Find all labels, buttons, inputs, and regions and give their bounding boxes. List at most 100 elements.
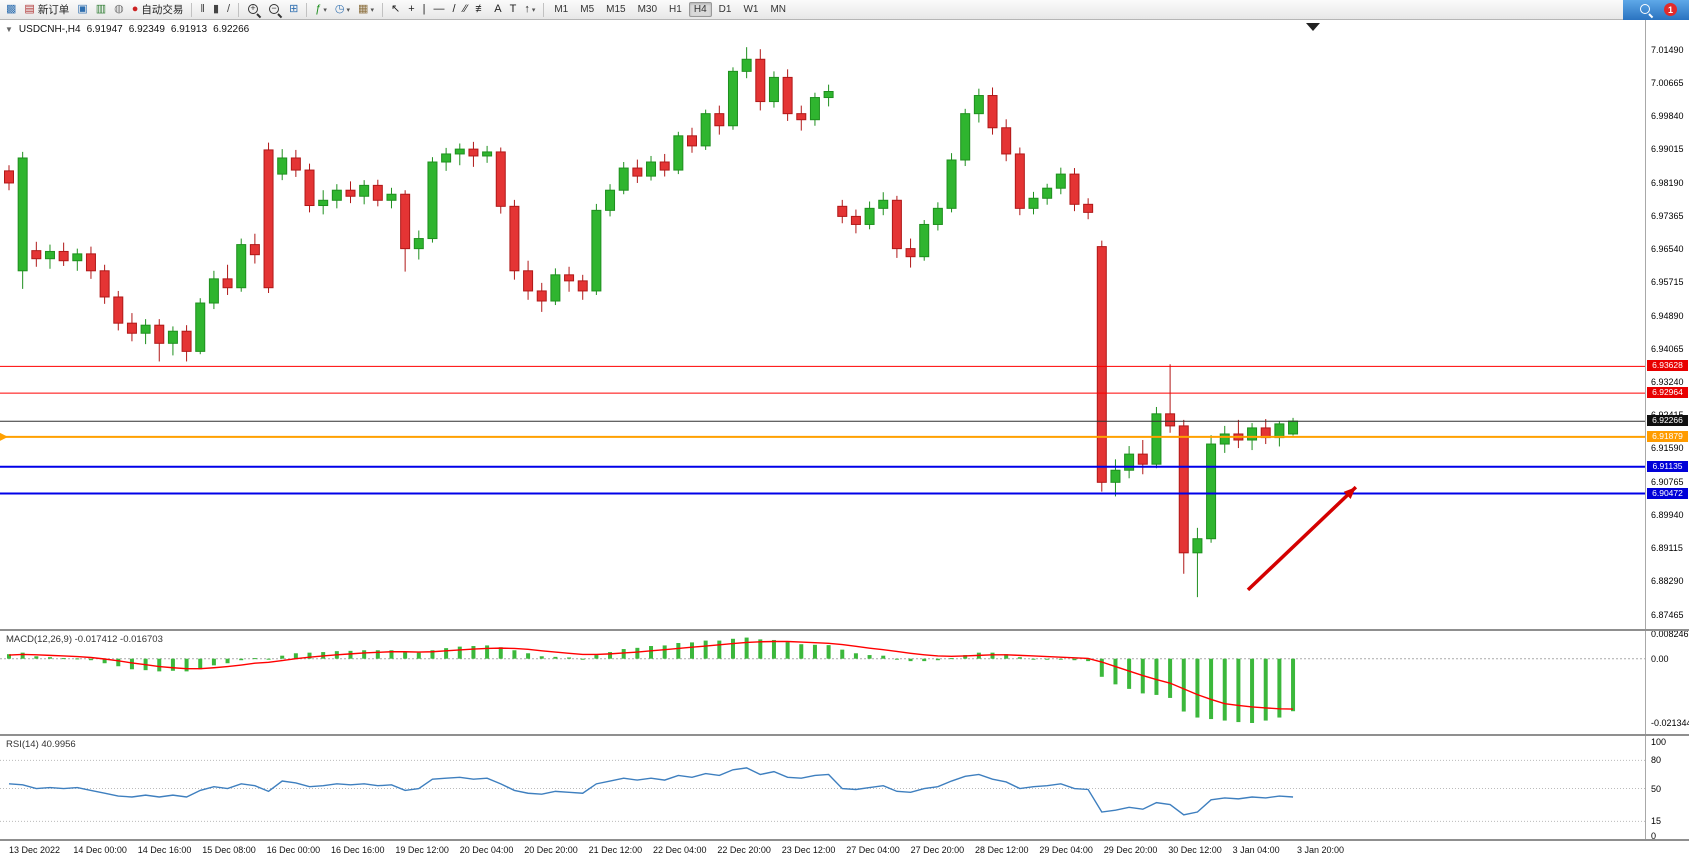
chart-title: ▼ USDCNH-,H4 6.91947 6.92349 6.91913 6.9… [5,24,250,35]
tile-windows-icon[interactable]: ⊞ [286,1,301,18]
market-watch-icon[interactable]: ▥ [93,1,109,18]
candles [4,47,1299,598]
timeframe-m1[interactable]: M1 [554,4,569,15]
dropdown-caret-icon: ▾ [531,6,536,14]
time-axis[interactable]: 13 Dec 2022 14 Dec 00:00 14 Dec 16:00 15 De… [0,841,1689,859]
text-label-icon[interactable]: T [507,1,520,18]
crosshair-icon[interactable]: + [405,1,417,18]
time-axis-label: 29 Dec 20:00 [1103,845,1158,855]
price-line-tag: 6.93628 [1647,360,1688,372]
market-watch-glyph-icon: ▥ [95,3,107,15]
chart-high-value: 6.92349 [128,24,165,35]
price-chart-panel: ▼ USDCNH-,H4 6.91947 6.92349 6.91913 6.9… [0,20,1689,629]
chart-shift-marker-icon[interactable] [1306,23,1320,31]
candlestick-chart-glyph-icon: ▮ [212,3,219,15]
timeframe-group: M1 M5 M15 M30 H1 H4 D1 W1 MN [548,2,792,17]
autotrading-button[interactable]: ● 自动交易 [131,3,184,16]
fibonacci-glyph-icon: ≢ [475,3,487,15]
crosshair-glyph-icon: + [408,3,415,15]
periods-glyph-icon: ◷ [334,3,345,15]
time-axis-label: 19 Dec 12:00 [395,845,449,855]
notification-badge[interactable]: 1 [1664,3,1677,16]
vertical-line-icon[interactable]: | [420,1,429,18]
indicators-icon[interactable]: ƒ ▾ [312,1,330,18]
timeframe-h1[interactable]: H1 [669,4,682,15]
line-chart-icon[interactable]: / [224,1,233,18]
panel-divider[interactable] [0,839,1689,841]
price-axis-tick: 6.94065 [1651,343,1684,354]
time-axis-label: 14 Dec 16:00 [137,845,192,855]
time-axis-label: 27 Dec 20:00 [910,845,965,855]
new-chart-glyph-icon: ▩ [6,3,17,15]
price-axis-tick: 6.88290 [1651,576,1684,587]
new-chart-icon[interactable]: ▩ [3,1,19,18]
macd-canvas[interactable] [0,631,1689,734]
timeframe-m30[interactable]: M30 [637,4,658,15]
timeframe-h4[interactable]: H4 [688,2,712,17]
new-order-button[interactable]: ▤ 新订单 [24,3,70,16]
horizontal-line-icon[interactable]: — [430,1,447,18]
zoom-out-icon[interactable]: − [265,1,284,18]
price-axis-tick: 6.89940 [1651,509,1684,520]
bar-chart-glyph-icon: ‖ [200,3,205,15]
rsi-axis-tick: 80 [1651,755,1662,766]
horizontal-price-lines[interactable] [0,365,1645,495]
price-line-tag: 6.91135 [1647,460,1688,472]
chart-open-value: 6.91947 [86,24,123,35]
time-axis-label: 30 Dec 12:00 [1168,845,1222,855]
panel-divider[interactable] [0,629,1689,631]
trend-arrow-annotation[interactable] [1246,485,1358,592]
timeframe-mn[interactable]: MN [770,4,786,15]
autotrading-glyph-icon: ● [131,3,139,15]
time-axis-label: 23 Dec 12:00 [781,845,836,855]
timeframe-w1[interactable]: W1 [743,4,759,15]
time-axis-label: 14 Dec 00:00 [73,845,127,855]
cursor-icon[interactable]: ↖ [388,1,403,18]
price-axis-tick: 6.98190 [1651,177,1684,188]
templates-icon[interactable]: ▦ ▾ [355,1,377,18]
search-icon[interactable] [1639,3,1652,16]
bar-chart-icon[interactable]: ‖ [197,1,208,18]
price-axis-tick: 6.92415 [1651,410,1684,420]
toolbar-buttons: ▩ ▤ 新订单 ▣ ▥ ◍ ● 自动交易 ‖ ▮ / + − ⊞ ƒ ▾ ◷ ▾ ▦ ▾ ↖ + | — / ⁄⁄ ≢ A T ↑ ▾ [2,0,548,20]
price-axis-tick: 6.97365 [1651,210,1684,221]
candlestick-chart-icon[interactable]: ▮ [210,1,222,18]
time-axis-label: 15 Dec 08:00 [202,845,256,855]
price-line-tag: 6.92964 [1647,387,1688,399]
rsi-line [8,767,1294,816]
fibonacci-icon[interactable]: ≢ [472,1,489,18]
timeframe-m5[interactable]: M5 [580,4,595,15]
toolbar-separator [238,2,240,17]
time-axis-label: 29 Dec 04:00 [1039,845,1093,855]
price-axis-tick: 6.89115 [1651,543,1683,554]
dropdown-caret-icon: ▾ [346,6,351,14]
timeframe-m15[interactable]: M15 [606,4,626,15]
price-axis-tick: 6.99015 [1651,144,1684,155]
arrows-icon[interactable]: ↑ ▾ [521,1,538,18]
macd-signal-line [8,640,1294,710]
profiles-icon[interactable]: ▣ [74,1,90,18]
panel-divider[interactable] [0,734,1689,736]
rsi-axis-tick: 0 [1651,830,1657,840]
rsi-canvas[interactable] [0,736,1689,839]
macd-axis-tick: -0.021344 [1651,718,1689,729]
rsi-label: RSI(14) 40.9956 [6,739,76,750]
text-icon[interactable]: A [491,1,504,18]
new-order-glyph-icon: ▤ [24,3,35,15]
periods-icon[interactable]: ◷ ▾ [332,1,353,18]
price-chart-canvas[interactable] [0,20,1689,629]
zoom-in-icon[interactable]: + [244,1,263,18]
trendline-icon[interactable]: / [449,1,458,18]
chart-close-value: 6.92266 [213,24,250,35]
cursor-glyph-icon: ↖ [390,3,401,15]
timeframe-d1[interactable]: D1 [718,4,732,15]
price-axis-tick: 6.99840 [1651,111,1684,122]
templates-glyph-icon: ▦ [358,3,369,15]
time-axis-label: 28 Dec 12:00 [975,845,1029,855]
navigator-icon[interactable]: ◍ [111,1,127,18]
equidistant-channel-icon[interactable]: ⁄⁄ [461,1,471,18]
chart-expander-icon[interactable]: ▼ [5,25,13,34]
trendline-glyph-icon: / [452,3,456,15]
price-axis-tick: 6.87465 [1651,609,1684,620]
dropdown-caret-icon: ▾ [370,6,374,14]
